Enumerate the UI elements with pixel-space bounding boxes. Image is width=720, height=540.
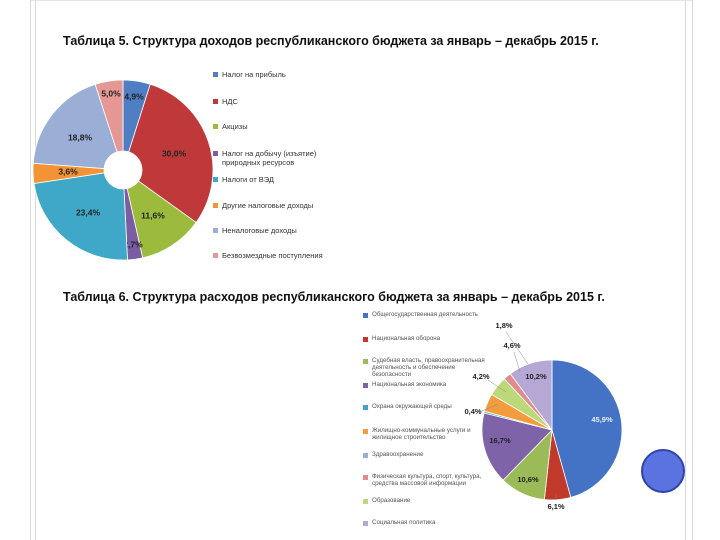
legend-label: Другие налоговые доходы — [222, 201, 314, 210]
legend-item-8: Физическая культура, спорт, культура, ср… — [363, 473, 488, 487]
legend-item-8: Безвозмездные поступления — [213, 251, 323, 260]
legend-item-3: Судебная власть, правоохранительная деят… — [363, 357, 488, 378]
slide-right-border — [692, 0, 693, 540]
legend-label: Физическая культура, спорт, культура, ср… — [372, 473, 482, 487]
legend-label: Образование — [372, 497, 411, 504]
legend-item-9: Образование — [363, 497, 488, 504]
pie-slice-5 — [33, 172, 128, 261]
slice-label-8: 1,8% — [495, 321, 512, 330]
slide-left-border-inner — [35, 0, 36, 540]
slice-label-7: 4,6% — [503, 341, 520, 350]
slice-label-1: 45,9% — [591, 415, 613, 424]
legend-swatch — [213, 253, 218, 258]
legend-item-10: Социальная политика — [363, 519, 488, 526]
legend-swatch — [363, 429, 368, 434]
legend-label: Безвозмездные поступления — [222, 251, 323, 260]
legend-item-3: Акцизы — [213, 122, 248, 131]
slice-label-3: 11,6% — [141, 210, 165, 220]
legend-item-4: Национальная экономика — [363, 381, 488, 388]
slice-label-2: 6,1% — [547, 502, 564, 511]
legend-swatch — [363, 521, 368, 526]
legend-swatch — [363, 475, 368, 480]
legend-swatch — [213, 151, 218, 156]
legend-item-1: Налог на прибыль — [213, 70, 286, 79]
expense-legend: Общегосударственная деятельность Национал… — [363, 311, 493, 536]
slice-label-9: 10,2% — [525, 372, 547, 381]
legend-item-4: Налог на добычу (изъятие) природных ресу… — [213, 149, 323, 167]
slide-right-border-inner — [685, 0, 686, 540]
slide-top-border — [30, 0, 692, 1]
pie-slice-4 — [481, 412, 553, 481]
legend-label: Социальная политика — [372, 519, 436, 526]
legend-label: Налог на добычу (изъятие) природных ресу… — [222, 149, 317, 167]
legend-label: Судебная власть, правоохранительная деят… — [372, 357, 485, 378]
pie-slice-8 — [94, 79, 124, 153]
legend-swatch — [363, 383, 368, 388]
legend-label: Общегосударственная деятельность — [372, 311, 479, 318]
revenue-pie-chart: 4,9% 30,0% 11,6% 2,7% 23,4% 3,6% 18,8% 5,0% — [32, 79, 214, 261]
legend-label: Национальная оборона — [372, 335, 441, 342]
legend-swatch — [363, 313, 368, 318]
legend-label: НДС — [222, 97, 238, 106]
leader-line-3 — [513, 351, 521, 373]
chart-1-title: Таблица 5. Структура доходов республикан… — [63, 34, 599, 48]
legend-item-5: Налоги от ВЭД — [213, 175, 274, 184]
legend-label: Налоги от ВЭД — [222, 175, 274, 184]
legend-swatch — [213, 228, 218, 233]
legend-swatch — [213, 99, 218, 104]
legend-swatch — [213, 124, 218, 129]
slice-label-4: 2,7% — [123, 239, 143, 249]
slice-label-2: 30,0% — [162, 148, 187, 158]
legend-item-2: НДС — [213, 97, 238, 106]
legend-label: Налог на прибыль — [222, 70, 286, 79]
leader-line-2 — [487, 379, 507, 393]
legend-label: Здравоохранение — [372, 451, 424, 458]
slice-label-6: 4,2% — [472, 372, 489, 381]
legend-swatch — [213, 72, 218, 77]
pie-slice-7 — [32, 83, 118, 169]
slice-label-6: 3,6% — [58, 166, 78, 176]
legend-item-7: Здравоохранение — [363, 451, 488, 458]
slice-label-7: 18,8% — [68, 132, 93, 142]
legend-label: Жилищно-коммунальные услуги и жилищное с… — [372, 427, 471, 441]
revenue-legend: Налог на прибыль НДС Акцизы Налог на добычу… — [213, 70, 323, 270]
slice-label-4: 16,7% — [489, 436, 511, 445]
pie-slice-9 — [509, 359, 553, 432]
pie-slice-3 — [126, 180, 197, 259]
pie-slice-1 — [551, 359, 623, 498]
legend-item-5: Охрана окружающей среды — [363, 403, 488, 410]
leader-line-1 — [479, 403, 499, 413]
pie-slice-2 — [128, 83, 214, 224]
legend-item-6: Жилищно-коммунальные услуги и жилищное с… — [363, 427, 488, 441]
legend-swatch — [213, 177, 218, 182]
legend-item-6: Другие налоговые доходы — [213, 201, 313, 210]
slice-label-5: 23,4% — [76, 207, 101, 217]
slice-label-3: 10,6% — [517, 475, 539, 484]
legend-swatch — [363, 359, 368, 364]
slice-label-1: 4,9% — [124, 91, 144, 101]
expense-pie-chart: 45,9% 6,1% 10,6% 16,7% 0,4% 4,2% 4,6% 1,8% 10,2% — [464, 321, 623, 511]
legend-item-7: Неналоговые доходы — [213, 226, 297, 235]
slice-label-5: 0,4% — [464, 407, 481, 416]
legend-swatch — [213, 203, 218, 208]
legend-item-2: Национальная оборона — [363, 335, 488, 342]
slice-label-8: 5,0% — [101, 88, 121, 98]
legend-label: Охрана окружающей среды — [372, 403, 452, 410]
legend-label: Национальная экономика — [372, 381, 447, 388]
legend-swatch — [363, 337, 368, 342]
leader-line-4 — [505, 331, 529, 365]
chart-2-title: Таблица 6. Структура расходов республика… — [63, 290, 605, 304]
slide-left-border — [30, 0, 31, 540]
legend-swatch — [363, 405, 368, 410]
slide-decoration-circle — [641, 449, 685, 493]
legend-swatch — [363, 453, 368, 458]
legend-label: Неналоговые доходы — [222, 226, 297, 235]
legend-item-1: Общегосударственная деятельность — [363, 311, 488, 318]
legend-label: Акцизы — [222, 122, 248, 131]
legend-swatch — [363, 499, 368, 504]
